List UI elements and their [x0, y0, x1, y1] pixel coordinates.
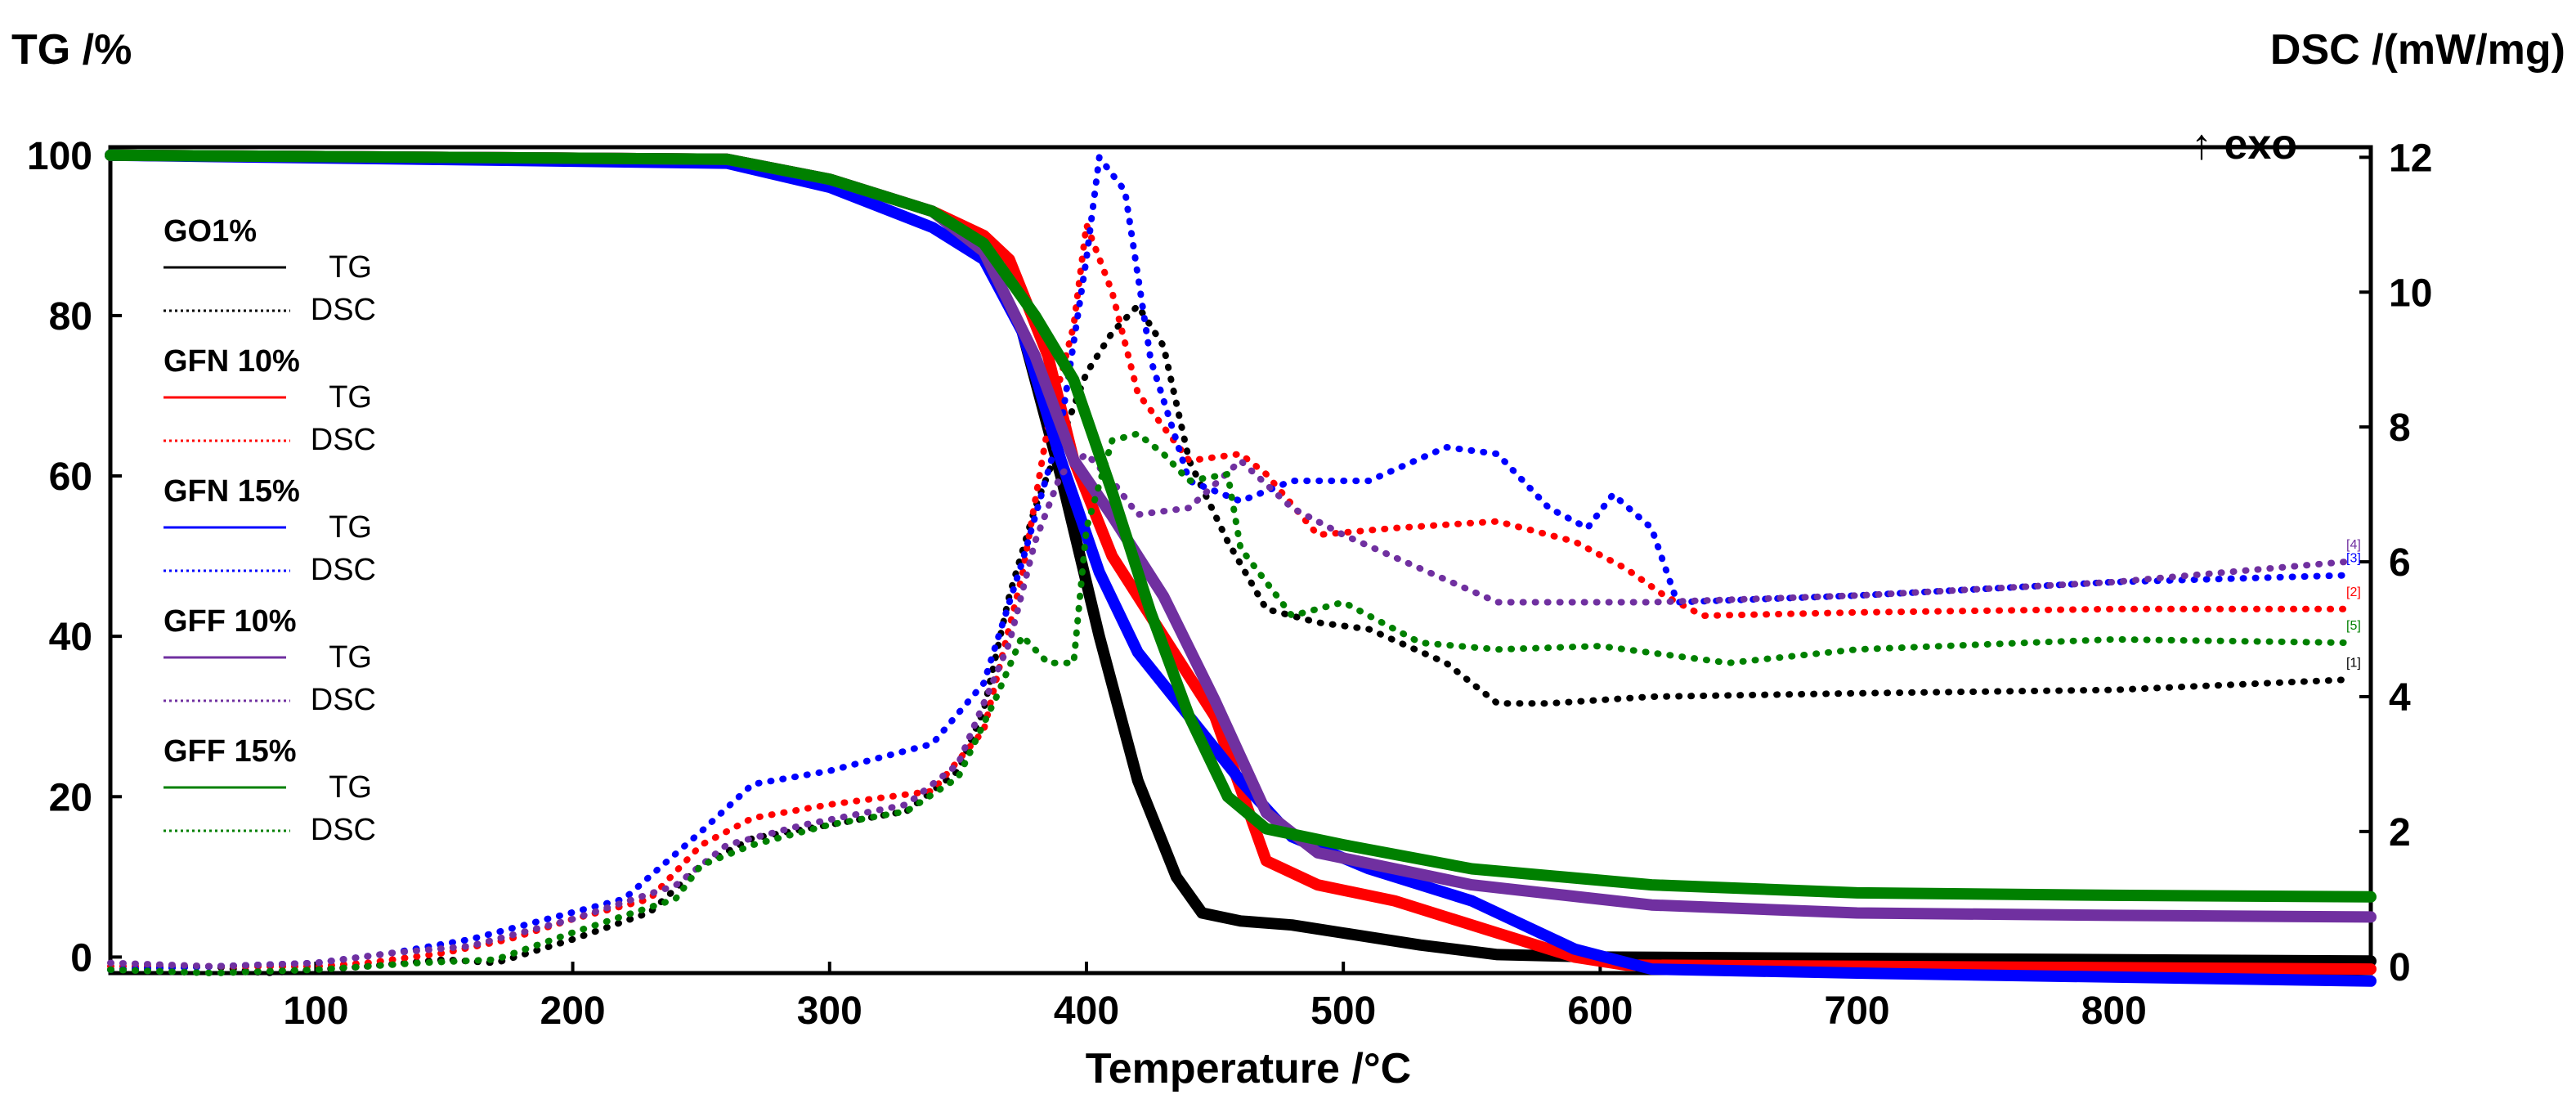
- x-tick-label: 500: [1310, 989, 1376, 1033]
- y-right-axis-title: DSC /(mW/mg): [2270, 26, 2565, 74]
- legend-title-gfn-15: GFN 15%: [164, 474, 300, 509]
- legend-title-gfn-10: GFN 10%: [164, 344, 300, 379]
- legend-dsc-label: DSC: [311, 553, 376, 587]
- x-tick-label: 800: [2081, 989, 2147, 1033]
- legend-dsc-label: DSC: [311, 683, 376, 717]
- y-left-tick-label: 80: [49, 295, 92, 339]
- series-layer: [105, 149, 2377, 987]
- y-right-tick-label: 2: [2389, 811, 2411, 855]
- y-left-axis-title: TG /%: [11, 26, 132, 74]
- y-right-tick-label: 0: [2389, 946, 2411, 989]
- y-left-tick-label: 0: [70, 936, 92, 980]
- dsc-end-marker: [5]: [2346, 619, 2361, 633]
- dsc-line-go1: [107, 302, 2349, 976]
- legend-dsc-label: DSC: [311, 813, 376, 847]
- dsc-end-marker: [1]: [2346, 656, 2361, 670]
- legend-tg-label: TG: [329, 380, 372, 415]
- y-left-tick-label: 60: [49, 455, 92, 499]
- legend-title-gff-15: GFF 15%: [164, 734, 297, 769]
- x-axis-title: Temperature /°C: [1086, 1045, 1411, 1092]
- tg-line-go1: [105, 149, 2377, 967]
- y-left-tick-label: 100: [27, 135, 92, 178]
- y-right-tick-label: 10: [2389, 271, 2432, 315]
- end-markers: [1] [2] [3][4] [5]: [2346, 538, 2361, 670]
- exo-indicator: ↑ exo: [2191, 121, 2297, 168]
- tg-line-gff-15: [105, 149, 2377, 903]
- legend-dsc-label: DSC: [311, 423, 376, 457]
- legend: GO1% TG DSC GFN 10% TG DSC GFN 15% TG DSC GFF 10%…: [164, 214, 376, 847]
- x-tick-label: 600: [1567, 989, 1633, 1033]
- legend-tg-label: TG: [329, 250, 372, 285]
- dsc-line-gfn-15: [107, 154, 2349, 973]
- y-right-tick-label: 4: [2389, 676, 2411, 720]
- dsc-end-marker: [4]: [2346, 538, 2361, 552]
- legend-tg-label: TG: [329, 510, 372, 545]
- y-right-tick-label: 8: [2389, 406, 2411, 450]
- x-tick-label: 100: [283, 989, 348, 1033]
- x-tick-label: 200: [540, 989, 606, 1033]
- tg-line-gfn-15: [105, 149, 2377, 987]
- y-left-tick-label: 20: [49, 776, 92, 819]
- y-right-tick-label: 6: [2389, 541, 2411, 585]
- dsc-end-marker: [2]: [2346, 585, 2361, 599]
- plot-frame: [108, 145, 2373, 976]
- dsc-end-marker: [3]: [2346, 552, 2361, 566]
- x-tick-label: 300: [797, 989, 862, 1033]
- tick-labels: 100 200 300 400 500 600 700 800 0 20 40 60 80 100 0 2 4 6…: [27, 135, 2432, 1033]
- axis-ticks: [110, 153, 2371, 973]
- legend-dsc-label: DSC: [311, 293, 376, 327]
- legend-title-gff-10: GFF 10%: [164, 604, 297, 639]
- x-tick-label: 400: [1054, 989, 1119, 1033]
- legend-title-go1: GO1%: [164, 214, 257, 249]
- dsc-line-gff-15: [107, 430, 2349, 976]
- y-left-tick-label: 40: [49, 616, 92, 659]
- legend-tg-label: TG: [329, 770, 372, 805]
- y-right-tick-label: 12: [2389, 137, 2432, 180]
- dsc-line-gff-10: [107, 451, 2349, 970]
- legend-tg-label: TG: [329, 640, 372, 675]
- x-tick-label: 700: [1825, 989, 1890, 1033]
- dsc-line-gfn-10: [107, 221, 2349, 970]
